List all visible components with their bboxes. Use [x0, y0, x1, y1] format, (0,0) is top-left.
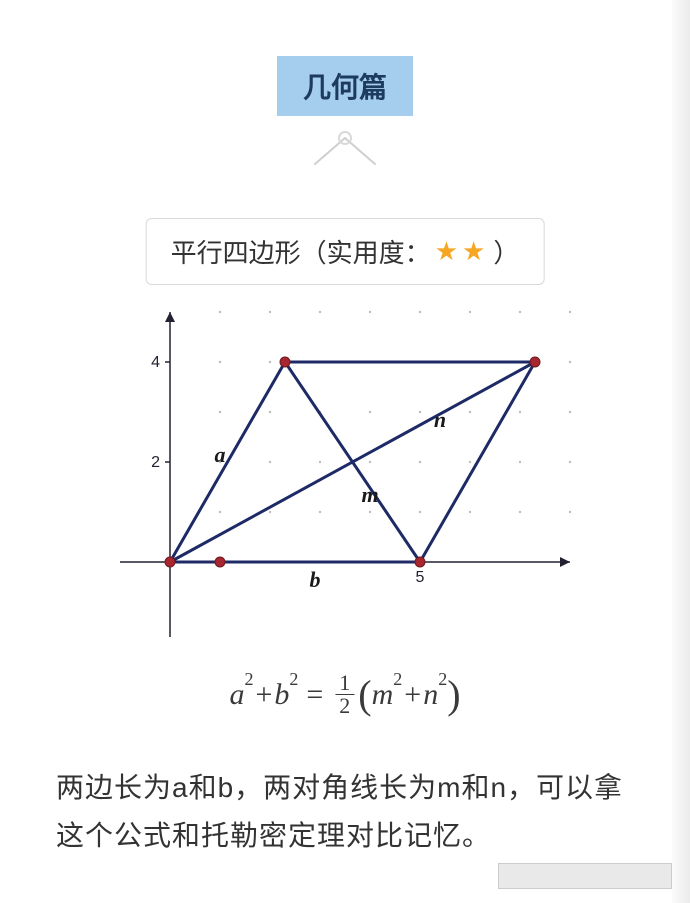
parallelogram-chart: 2 4 5 a b m n: [118, 300, 572, 640]
formula-frac-num: 1: [335, 672, 354, 695]
svg-text:4: 4: [151, 354, 160, 371]
chart-svg: 2 4 5 a b m n: [118, 300, 572, 640]
formula-plus2: +: [404, 678, 421, 712]
formula-m: m2: [372, 677, 403, 712]
svg-text:5: 5: [416, 569, 425, 586]
svg-text:m: m: [361, 482, 378, 507]
formula-n: n2: [423, 677, 447, 712]
svg-text:2: 2: [151, 454, 160, 471]
page-right-shadow: [672, 0, 690, 903]
svg-text:n: n: [434, 407, 446, 432]
subtitle-suffix: ）: [493, 233, 519, 270]
watermark-bar: [498, 863, 672, 889]
formula-frac-den: 2: [335, 695, 354, 717]
formula-plus1: +: [255, 678, 272, 712]
section-title: 几何篇: [277, 56, 413, 116]
formula-a: a2: [229, 677, 253, 712]
subtitle-stars: ★★: [435, 236, 490, 267]
formula: a2 + b2 = 1 2 ( m2 + n2 ): [229, 672, 460, 717]
svg-text:a: a: [215, 442, 226, 467]
formula-frac: 1 2: [335, 672, 354, 717]
subtitle-prefix: 平行四边形（实用度：: [171, 233, 431, 270]
page-root: 几何篇 平行四边形（实用度： ★★ ） 2 4 5 a b m n a2 + b2 = 1 …: [0, 0, 690, 903]
body-text: 两边长为a和b，两对角线长为m和n，可以拿这个公式和托勒密定理对比记忆。: [56, 764, 634, 859]
formula-b: b2: [274, 677, 298, 712]
formula-eq: =: [306, 678, 323, 712]
ornament-divider: [309, 128, 381, 168]
svg-text:b: b: [310, 567, 321, 592]
subtitle-box: 平行四边形（实用度： ★★ ）: [146, 218, 545, 285]
